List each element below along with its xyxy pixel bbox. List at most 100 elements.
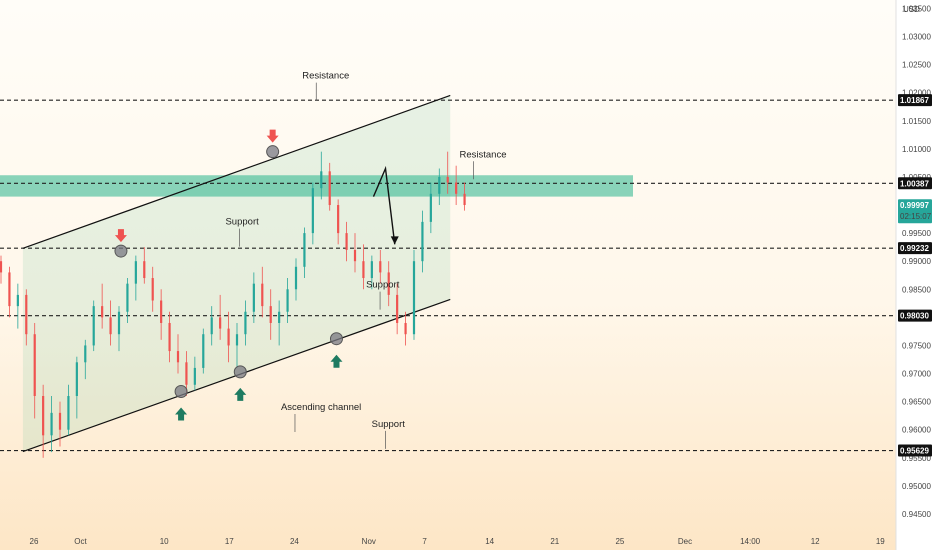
candle-body (25, 294, 28, 335)
candle-body (455, 182, 458, 194)
projection-path (372, 165, 396, 245)
candle-body (193, 367, 196, 385)
up-arrow-icon (175, 407, 188, 421)
y-tick-label: 0.96000 (902, 426, 931, 435)
candle-body (176, 351, 180, 363)
up-arrow-icon (330, 354, 343, 368)
y-tick-label: 0.98500 (902, 285, 931, 294)
candle-body (438, 176, 441, 194)
candle-body (362, 261, 365, 279)
price-level-tag (898, 177, 932, 190)
x-tick-label: 14 (485, 537, 494, 546)
candle-body (353, 249, 357, 262)
candle-body (16, 294, 19, 307)
x-tick-label: 24 (290, 537, 299, 546)
current-price-label: 0.99997 (900, 201, 929, 210)
y-tick-label: 0.97500 (902, 341, 931, 350)
y-tick-label: 1.03000 (902, 33, 931, 42)
down-arrow-icon (266, 129, 279, 143)
candle-body (303, 233, 306, 267)
candle-body (235, 334, 239, 346)
candle-body (370, 261, 373, 279)
annotation-label: Support (225, 217, 259, 228)
candle-body (143, 261, 146, 279)
annotation-label: Resistance (302, 71, 349, 82)
candle-body (168, 322, 171, 352)
candle-body (134, 261, 137, 284)
price-axis-background (896, 0, 932, 550)
candle-body (387, 272, 390, 295)
price-level-label: 1.01867 (900, 96, 929, 105)
candle-body (337, 205, 340, 234)
channel-bottom-marker (233, 365, 247, 379)
candle-body (278, 311, 281, 323)
x-tick-label: 7 (422, 537, 427, 546)
price-level-label: 0.95629 (900, 447, 929, 456)
price-level-label: 0.98030 (900, 312, 929, 321)
x-tick-label: Oct (74, 537, 87, 546)
annotation-label: Support (372, 419, 406, 430)
candle-body (412, 261, 416, 335)
candle-body (84, 345, 87, 363)
candle-body (8, 272, 11, 307)
candle-body (202, 334, 205, 368)
candle-body (67, 396, 70, 430)
y-tick-label: 1.01000 (902, 145, 931, 154)
candle-body (404, 322, 407, 335)
price-level-tag (898, 94, 932, 107)
y-tick-label: 1.03500 (902, 4, 931, 13)
candle-body (75, 362, 78, 396)
candle-body (328, 171, 331, 206)
candle-body (294, 266, 298, 290)
y-tick-label: 1.02500 (902, 61, 931, 70)
down-arrow-icon (114, 229, 127, 243)
price-level-tag (898, 242, 932, 255)
price-level-label: 1.00387 (900, 179, 929, 188)
channel-bottom-marker (329, 332, 343, 346)
price-level-label: 0.99232 (900, 244, 929, 253)
candle-body (42, 396, 45, 436)
candle-body (210, 317, 213, 335)
candle-body (101, 306, 104, 318)
current-price-tag (898, 199, 932, 224)
candle-body (396, 294, 399, 323)
y-tick-label: 0.99500 (902, 229, 931, 238)
candle-body (286, 289, 289, 312)
candle-body (117, 311, 121, 335)
annotation-label: Ascending channel (281, 402, 361, 413)
candle-body (446, 176, 449, 183)
annotation-label: Support (366, 280, 400, 291)
y-tick-label: 1.01500 (902, 117, 931, 126)
channel-upper-line (22, 94, 451, 249)
price-level-tag (898, 444, 932, 457)
x-tick-label: 19 (876, 537, 885, 546)
y-tick-label: 0.94500 (902, 510, 931, 519)
currency-label: USD (903, 5, 920, 14)
chart-background (0, 0, 896, 550)
x-tick-label: 21 (550, 537, 559, 546)
candle-body (244, 311, 247, 335)
candle-body (345, 233, 348, 250)
candle-body (58, 412, 62, 430)
y-tick-label: 0.95500 (902, 454, 931, 463)
candle-body (463, 193, 466, 206)
x-tick-label: 14:00 (740, 537, 761, 546)
resistance-zone (0, 175, 633, 197)
y-tick-label: 0.96500 (902, 398, 931, 407)
candle-body (320, 171, 323, 189)
candle-body (227, 328, 230, 346)
annotation-label: Resistance (460, 149, 507, 160)
x-tick-label: 26 (30, 537, 39, 546)
channel-bottom-marker (174, 385, 188, 399)
candle-body (219, 317, 222, 329)
x-tick-label: 12 (811, 537, 820, 546)
x-tick-label: Dec (678, 537, 692, 546)
candle-body (126, 283, 129, 312)
channel-top-marker (114, 244, 128, 258)
candle-body (0, 261, 3, 273)
candle-body (379, 261, 382, 273)
y-tick-label: 0.95000 (902, 482, 931, 491)
candle-body (151, 278, 154, 301)
candle-body (92, 306, 95, 346)
candle-body (160, 300, 163, 323)
